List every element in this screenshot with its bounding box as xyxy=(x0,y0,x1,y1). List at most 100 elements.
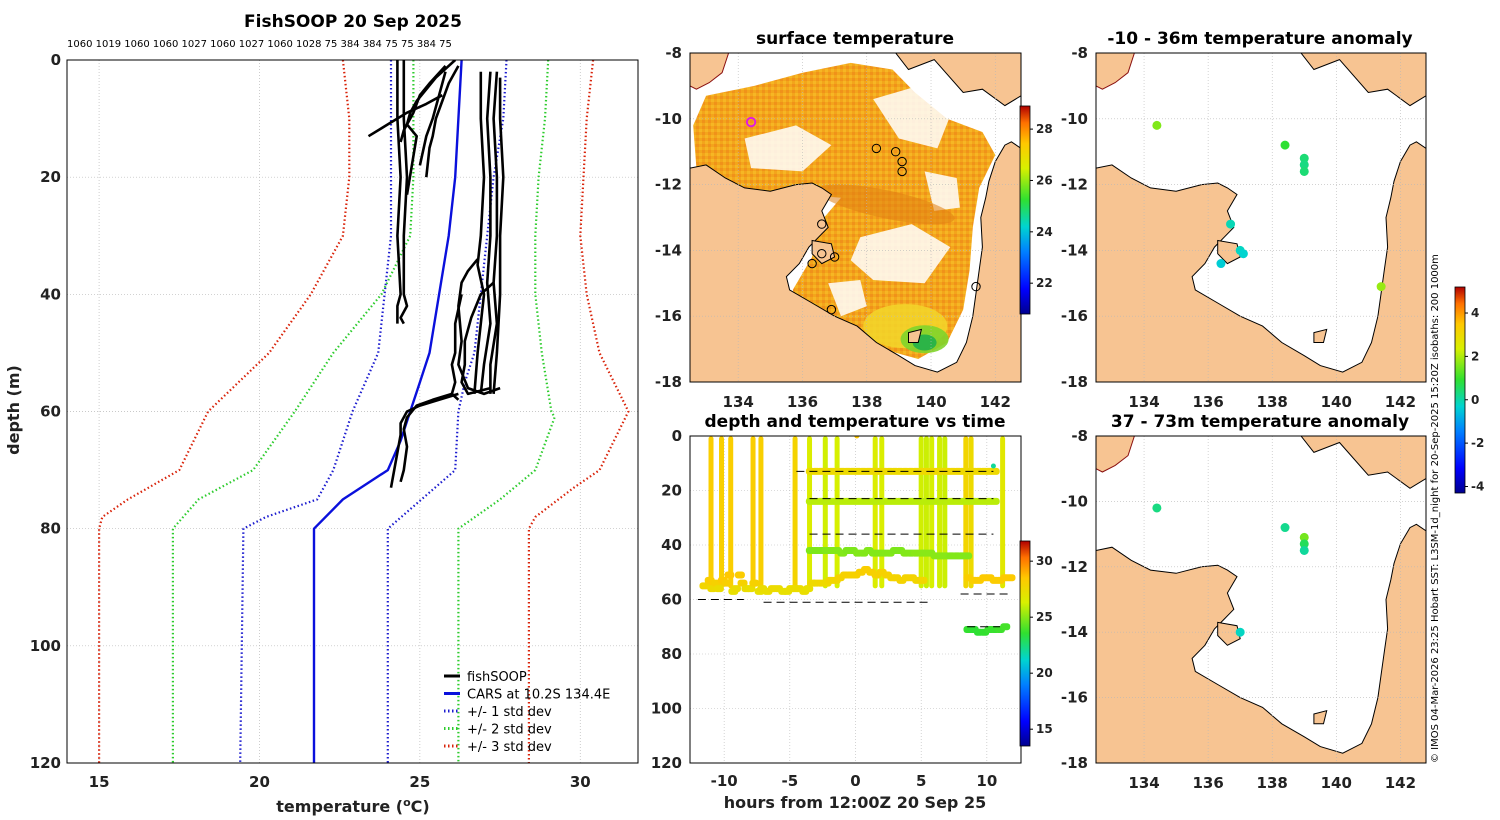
anomaly-shallow-title: -10 - 36m temperature anomaly xyxy=(1107,29,1412,49)
anomaly-deep-map xyxy=(1095,435,1427,764)
colorbar-label: 4 xyxy=(1471,306,1479,320)
series-line-fishsoop xyxy=(479,71,492,395)
profile-top-labels: 1060 1019 1060 1060 1027 1060 1027 1060 … xyxy=(67,39,452,50)
depth-point xyxy=(724,571,735,579)
station-marker xyxy=(971,281,981,292)
y-tick-label: -14 xyxy=(655,241,682,259)
depth-point xyxy=(1000,623,1011,631)
depth-point xyxy=(737,579,748,587)
depth-point xyxy=(749,579,760,587)
x-tick-label: 5 xyxy=(916,772,926,790)
x-tick-label: 142 xyxy=(1385,393,1416,411)
series-line-fishsoop xyxy=(396,60,402,324)
sst-map-ticks: 134 136 138 140 142 -8 -10 -12 -14 -16 -18 xyxy=(655,44,1011,411)
island-land xyxy=(690,53,730,90)
x-tick-label: 140 xyxy=(1321,774,1352,792)
map-content xyxy=(1096,53,1426,382)
sst-map-area xyxy=(689,52,1022,383)
depth-time-panel: depth and temperature vs time -10 -5 0 5 100… xyxy=(651,412,1053,812)
caption-text: © IMOS 04-Mar-2026 23:25 Hobart SST: L3S… xyxy=(1430,254,1441,763)
x-tick-label: 134 xyxy=(1128,774,1159,792)
anomaly-point xyxy=(1299,166,1309,176)
legend-label: +/- 2 std dev xyxy=(467,723,552,738)
anomaly-shallow-ticks: 134 136 138 140 142 -8 -10 -12 -14 -16 -18 xyxy=(1061,44,1416,411)
depth-point xyxy=(803,585,814,593)
y-tick-label: -10 xyxy=(655,110,682,128)
map-frame xyxy=(1095,435,1427,764)
series-line-fishsoop xyxy=(418,71,447,166)
y-tick-label: -16 xyxy=(1061,689,1088,707)
coastline-land xyxy=(1096,141,1426,382)
station-marker xyxy=(871,143,882,154)
x-tick-label: 136 xyxy=(1192,393,1223,411)
y-tick-label: 20 xyxy=(40,168,61,186)
x-tick-label: 134 xyxy=(1128,393,1159,411)
series-line-fishsoop xyxy=(367,94,443,138)
anomaly-point xyxy=(1299,532,1309,542)
anomaly-point xyxy=(1280,140,1290,150)
profile-panel: FishSOOP 20 Sep 2025 15 20 25 30 0 20 40 60 80 10… xyxy=(4,12,639,816)
y-tick-label: 120 xyxy=(651,754,682,772)
profile-ylabel: depth (m) xyxy=(4,365,23,455)
x-tick-label: 138 xyxy=(1257,393,1288,411)
x-tick-label: 0 xyxy=(850,772,860,790)
cloud-gap xyxy=(850,224,951,284)
y-tick-label: 80 xyxy=(40,520,61,538)
anomaly-shallow-map xyxy=(1095,52,1427,383)
anomaly-deep-panel: 37 - 73m temperature anomaly 134 136 138 14… xyxy=(1061,412,1427,792)
map-content xyxy=(1096,436,1426,763)
colorbar-label: 2 xyxy=(1471,349,1479,363)
x-tick-label: 10 xyxy=(976,772,997,790)
x-tick-label: 30 xyxy=(570,773,591,791)
colorbar-label: 0 xyxy=(1471,393,1479,407)
depth-point xyxy=(989,467,1000,475)
anomaly-point xyxy=(1238,249,1248,259)
depth-point xyxy=(962,552,973,560)
cloud-gap xyxy=(744,125,832,172)
y-tick-label: -8 xyxy=(1071,44,1088,62)
y-tick-label: 0 xyxy=(672,427,682,445)
new-guinea-land xyxy=(1300,436,1426,489)
y-tick-label: -12 xyxy=(655,176,682,194)
series-line-fishsoop xyxy=(399,65,447,143)
y-tick-label: 80 xyxy=(661,645,682,663)
x-tick-label: 138 xyxy=(851,393,882,411)
y-tick-label: 20 xyxy=(661,482,682,500)
y-tick-label: -18 xyxy=(1061,373,1088,391)
anomaly-deep-title: 37 - 73m temperature anomaly xyxy=(1111,412,1409,432)
anomaly-point xyxy=(1299,545,1309,555)
station-marker xyxy=(890,147,901,157)
depth-point xyxy=(730,585,741,593)
anomaly-point xyxy=(1152,120,1162,130)
sst-map-panel: surface temperature 134 136 138 140 142 -8 -10… xyxy=(655,29,1053,411)
colorbar-bar xyxy=(1019,540,1031,747)
x-tick-label: 134 xyxy=(723,393,754,411)
series-line-fishsoop xyxy=(425,65,460,178)
x-tick-label: -10 xyxy=(711,772,738,790)
depth-point xyxy=(713,585,724,593)
single-point xyxy=(990,463,996,469)
y-tick-label: 100 xyxy=(651,700,682,718)
sst-colorbar: 22 24 26 28 xyxy=(1019,105,1053,315)
anomaly-point xyxy=(1152,503,1162,513)
series-line--2-std-dev xyxy=(171,60,415,763)
colorbar-bar xyxy=(1019,105,1031,315)
sst-map-title: surface temperature xyxy=(756,29,954,49)
x-tick-label: 142 xyxy=(980,393,1011,411)
anomaly-point xyxy=(1226,219,1236,229)
station-marker xyxy=(817,219,827,229)
y-tick-label: 60 xyxy=(40,403,61,421)
legend-label: CARS at 10.2S 134.4E xyxy=(467,688,610,703)
station-marker xyxy=(826,304,837,315)
legend-label: +/- 3 std dev xyxy=(467,740,552,755)
y-tick-label: 0 xyxy=(51,51,61,69)
depth-time-title: depth and temperature vs time xyxy=(705,412,1006,432)
cloud-gap xyxy=(924,171,960,211)
y-tick-label: 40 xyxy=(40,285,61,303)
colorbar-label: -2 xyxy=(1471,436,1484,450)
colorbar-label: 20 xyxy=(1036,666,1053,680)
y-tick-label: -14 xyxy=(1061,241,1088,259)
depth-time-series xyxy=(697,436,1016,636)
anomaly-shallow-panel: -10 - 36m temperature anomaly 134 136 138 1… xyxy=(1061,29,1427,411)
